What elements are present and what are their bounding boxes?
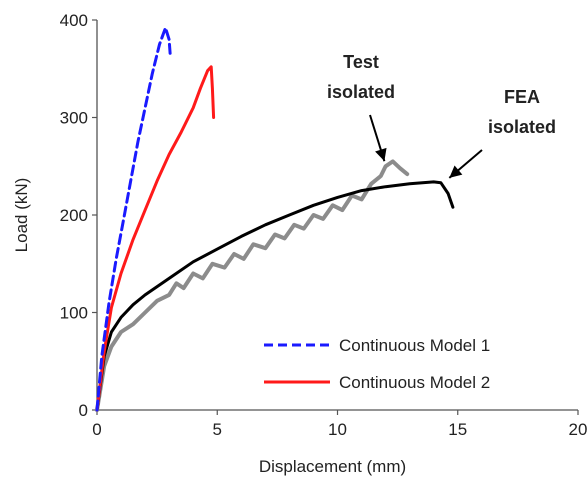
- annotation-label: isolated: [488, 117, 556, 137]
- x-axis-label: Displacement (mm): [259, 457, 406, 476]
- plot-frame: [96, 20, 578, 411]
- annotations: Test isolated FEA isolated: [327, 52, 556, 179]
- y-tick-label: 200: [60, 206, 88, 225]
- annotation-label: FEA: [504, 87, 540, 107]
- x-tick-label: 20: [569, 420, 587, 439]
- annotation-arrowhead: [375, 147, 387, 162]
- y-tick-label: 400: [60, 11, 88, 30]
- series-layer: [95, 26, 455, 412]
- x-tick-label: 10: [328, 420, 347, 439]
- y-tick-label: 0: [79, 401, 88, 420]
- x-tick-label: 0: [92, 420, 101, 439]
- x-tick-label: 15: [448, 420, 467, 439]
- series-line-continuous-model-1: [95, 26, 172, 412]
- y-tick-label: 300: [60, 109, 88, 128]
- annotation-label: isolated: [327, 82, 395, 102]
- y-axis-label: Load (kN): [12, 178, 31, 253]
- legend: Continuous Model 1 Continuous Model 2: [264, 336, 490, 392]
- series-line-test-isolated: [95, 159, 410, 412]
- x-tick-label: 5: [213, 420, 222, 439]
- series-line-fea-isolated: [95, 180, 455, 412]
- legend-label: Continuous Model 2: [339, 373, 490, 392]
- annotation-arrowhead: [449, 165, 463, 178]
- annotation-label: Test: [343, 52, 379, 72]
- legend-label: Continuous Model 1: [339, 336, 490, 355]
- series-line-continuous-model-2: [95, 65, 216, 412]
- y-tick-label: 100: [60, 304, 88, 323]
